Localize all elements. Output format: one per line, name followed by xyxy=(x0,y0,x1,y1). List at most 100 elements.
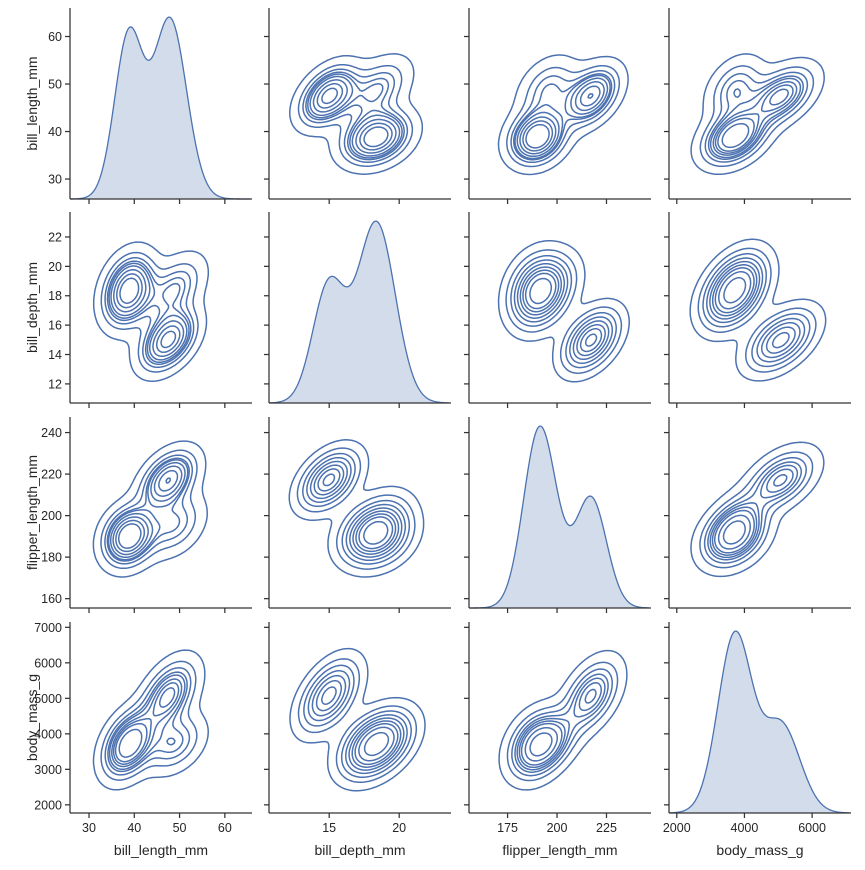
subplot-flipper_length_mm-vs-flipper_length_mm xyxy=(464,417,651,613)
kde-contour-level-2 xyxy=(506,64,621,168)
kde-contour-level-8 xyxy=(358,726,395,762)
x-axis-label: bill_depth_mm xyxy=(314,842,405,858)
y-tick-label: 22 xyxy=(48,230,62,244)
y-tick-label: 4000 xyxy=(34,727,62,741)
subplot-flipper_length_mm-vs-bill_length_mm: 160 180 200 220 240 flipper_length_mm xyxy=(24,417,252,613)
y-tick-label: 40 xyxy=(48,125,62,139)
kde-contour-level-6 xyxy=(712,81,798,156)
subplot-bill_length_mm-vs-body_mass_g xyxy=(664,8,851,204)
x-tick-label: 40 xyxy=(127,821,141,835)
kde-contour-level-2 xyxy=(100,449,198,570)
kde-contour-level-1 xyxy=(497,239,630,383)
kde-contour-level-7 xyxy=(714,84,794,154)
x-tick-label: 60 xyxy=(218,821,232,835)
kde-line xyxy=(669,630,850,814)
kde-contour-level-9 xyxy=(722,520,746,545)
kde-contour-level-9 xyxy=(525,93,594,149)
kde-contour-level-5 xyxy=(709,260,801,359)
y-tick-label: 160 xyxy=(41,592,62,606)
kde-contour-level-7 xyxy=(519,81,605,155)
y-tick-label: 20 xyxy=(48,260,62,274)
kde-contour-level-9 xyxy=(119,277,177,349)
kde-contour-level-2 xyxy=(100,251,199,373)
kde-contour-level-9 xyxy=(118,728,143,758)
y-axis-label: bill_depth_mm xyxy=(24,262,40,353)
kde-contour-level-1 xyxy=(498,649,628,791)
kde-contour-level-7 xyxy=(714,267,790,349)
kde-contour-level-3 xyxy=(510,69,616,164)
y-axis-label: flipper_length_mm xyxy=(24,455,40,570)
kde-contour-level-5 xyxy=(108,262,190,364)
kde-fill xyxy=(669,631,850,813)
y-tick-label: 220 xyxy=(41,468,62,482)
kde-contour-level-6 xyxy=(110,265,188,361)
x-tick-label: 50 xyxy=(173,821,187,835)
kde-contour-level-1 xyxy=(288,439,425,578)
y-axis-label: bill_length_mm xyxy=(24,56,40,150)
y-tick-label: 30 xyxy=(48,173,62,187)
subplot-body_mass_g-vs-body_mass_g: 2000 4000 6000 body_mass_g xyxy=(663,622,851,858)
kde-fill xyxy=(269,221,450,403)
kde-contour-level-8 xyxy=(316,83,393,151)
kde-contour-level-8 xyxy=(524,726,559,762)
kde-contour-level-3 xyxy=(303,664,412,779)
kde-contour-level-3 xyxy=(510,254,617,369)
kde-contour-level-1 xyxy=(289,53,424,175)
x-tick-label: 200 xyxy=(547,821,568,835)
kde-contour-level-8 xyxy=(718,271,752,310)
kde-contour-level-7 xyxy=(113,268,185,358)
subplot-bill_length_mm-vs-flipper_length_mm xyxy=(464,8,651,204)
x-tick-label: 4000 xyxy=(731,821,759,835)
kde-contour-level-1 xyxy=(289,647,426,792)
kde-contour-level-6 xyxy=(519,266,606,357)
kde-contour-level-3 xyxy=(302,68,409,163)
kde-contour-level-6 xyxy=(313,464,400,555)
kde-contour-level-8 xyxy=(322,473,394,550)
kde-contour-level-4 xyxy=(106,457,190,562)
y-tick-label: 180 xyxy=(41,551,62,565)
subplot-flipper_length_mm-vs-body_mass_g xyxy=(664,417,851,613)
kde-contour-level-1 xyxy=(497,54,629,176)
x-tick-label: 15 xyxy=(322,821,336,835)
kde-contour-level-1 xyxy=(92,649,209,791)
kde-contour-level-2 xyxy=(296,447,416,570)
x-axis-label: flipper_length_mm xyxy=(502,842,617,858)
y-tick-label: 50 xyxy=(48,78,62,92)
y-tick-label: 3000 xyxy=(34,763,62,777)
kde-contour-level-8 xyxy=(717,88,790,152)
kde-contour-level-4 xyxy=(514,673,609,773)
kde-contour-level-9 xyxy=(529,732,553,757)
y-tick-label: 2000 xyxy=(34,798,62,812)
kde-contour-level-7 xyxy=(317,468,397,553)
y-tick-label: 14 xyxy=(48,348,62,362)
kde-contour-level-5 xyxy=(307,73,403,159)
kde-contour-level-3 xyxy=(104,454,194,565)
kde-contour-level-2 xyxy=(297,658,418,784)
kde-contour-level-1 xyxy=(92,241,210,382)
kde-contour-level-7 xyxy=(522,269,603,353)
kde-contour-level-4 xyxy=(306,456,407,562)
kde-fill xyxy=(469,426,650,608)
y-axis-label: body_mass_g xyxy=(24,674,40,761)
y-tick-label: 60 xyxy=(48,30,62,44)
kde-contour-level-7 xyxy=(713,474,788,554)
kde-contour-level-6 xyxy=(711,264,796,354)
kde-line xyxy=(469,425,650,609)
kde-contour-level-1 xyxy=(92,440,208,578)
kde-contour-level-5 xyxy=(709,77,802,159)
y-tick-label: 6000 xyxy=(34,656,62,670)
kde-contour-level-8 xyxy=(717,514,751,550)
kde-contour-level-3 xyxy=(511,668,613,777)
subplot-body_mass_g-vs-bill_depth_mm: 15 20 bill_depth_mm xyxy=(264,622,451,858)
x-tick-label: 175 xyxy=(497,821,518,835)
kde-contour-level-6 xyxy=(111,678,183,768)
kde-contour-level-7 xyxy=(112,682,180,765)
kde-contour-level-6 xyxy=(711,468,794,556)
kde-contour-level-3 xyxy=(704,71,809,163)
y-tick-label: 240 xyxy=(41,426,62,440)
kde-contour-level-8 xyxy=(524,272,598,347)
kde-contour-level-6 xyxy=(518,682,602,769)
kde-contour-level-9 xyxy=(117,477,171,549)
kde-contour-level-5 xyxy=(107,459,189,561)
